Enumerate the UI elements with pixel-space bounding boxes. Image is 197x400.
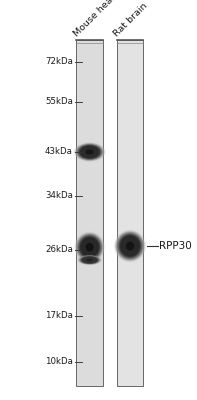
Ellipse shape bbox=[79, 256, 100, 264]
Ellipse shape bbox=[116, 232, 144, 260]
Ellipse shape bbox=[82, 257, 97, 263]
Text: 43kDa: 43kDa bbox=[45, 148, 73, 156]
Ellipse shape bbox=[85, 149, 94, 155]
Ellipse shape bbox=[77, 144, 102, 160]
Ellipse shape bbox=[75, 232, 104, 262]
Ellipse shape bbox=[80, 236, 99, 258]
Ellipse shape bbox=[86, 258, 93, 262]
Ellipse shape bbox=[115, 231, 145, 261]
Ellipse shape bbox=[80, 146, 100, 158]
Ellipse shape bbox=[74, 142, 105, 162]
Text: 10kDa: 10kDa bbox=[45, 358, 73, 366]
Ellipse shape bbox=[79, 145, 100, 159]
Ellipse shape bbox=[81, 256, 98, 264]
Ellipse shape bbox=[78, 235, 101, 260]
Ellipse shape bbox=[80, 146, 99, 158]
Ellipse shape bbox=[75, 143, 104, 161]
Ellipse shape bbox=[119, 234, 141, 258]
Ellipse shape bbox=[80, 237, 99, 258]
Ellipse shape bbox=[80, 237, 99, 257]
Text: 72kDa: 72kDa bbox=[45, 58, 73, 66]
Text: Rat brain: Rat brain bbox=[112, 1, 150, 38]
Ellipse shape bbox=[126, 242, 134, 250]
Bar bbox=[76, 40, 103, 386]
Text: 17kDa: 17kDa bbox=[45, 312, 73, 320]
Ellipse shape bbox=[76, 144, 103, 160]
Ellipse shape bbox=[79, 236, 101, 259]
Bar bbox=[117, 40, 143, 386]
Ellipse shape bbox=[76, 144, 103, 160]
Ellipse shape bbox=[118, 233, 142, 259]
Ellipse shape bbox=[115, 230, 145, 262]
Ellipse shape bbox=[79, 236, 100, 258]
Ellipse shape bbox=[117, 232, 143, 260]
Ellipse shape bbox=[114, 230, 146, 262]
Ellipse shape bbox=[78, 234, 102, 260]
Ellipse shape bbox=[116, 232, 144, 260]
Ellipse shape bbox=[74, 232, 105, 263]
Ellipse shape bbox=[114, 230, 146, 262]
Ellipse shape bbox=[77, 255, 102, 265]
Text: 55kDa: 55kDa bbox=[45, 98, 73, 106]
Ellipse shape bbox=[75, 143, 105, 161]
Ellipse shape bbox=[77, 234, 102, 260]
Text: 26kDa: 26kDa bbox=[45, 246, 73, 254]
Ellipse shape bbox=[78, 235, 101, 259]
Text: Mouse heart: Mouse heart bbox=[72, 0, 120, 38]
Ellipse shape bbox=[120, 235, 140, 257]
Ellipse shape bbox=[79, 145, 100, 159]
Ellipse shape bbox=[80, 256, 100, 264]
Ellipse shape bbox=[76, 233, 103, 261]
Ellipse shape bbox=[79, 236, 100, 258]
Ellipse shape bbox=[118, 234, 142, 258]
Ellipse shape bbox=[120, 236, 140, 256]
Text: 34kDa: 34kDa bbox=[45, 192, 73, 200]
Ellipse shape bbox=[80, 256, 99, 264]
Ellipse shape bbox=[78, 145, 101, 159]
Ellipse shape bbox=[86, 243, 94, 252]
Ellipse shape bbox=[118, 234, 142, 258]
Ellipse shape bbox=[73, 142, 106, 162]
Ellipse shape bbox=[75, 232, 104, 262]
Ellipse shape bbox=[81, 256, 98, 264]
Ellipse shape bbox=[117, 232, 143, 260]
Ellipse shape bbox=[79, 256, 100, 264]
Ellipse shape bbox=[77, 144, 102, 160]
Ellipse shape bbox=[78, 255, 101, 265]
Ellipse shape bbox=[77, 234, 102, 260]
Ellipse shape bbox=[76, 234, 103, 261]
Ellipse shape bbox=[75, 143, 104, 161]
Ellipse shape bbox=[119, 234, 141, 258]
Ellipse shape bbox=[78, 144, 102, 160]
Ellipse shape bbox=[75, 232, 105, 262]
Ellipse shape bbox=[80, 256, 99, 264]
Ellipse shape bbox=[78, 255, 101, 265]
Ellipse shape bbox=[117, 233, 143, 259]
Ellipse shape bbox=[76, 233, 103, 262]
Ellipse shape bbox=[78, 145, 101, 159]
Ellipse shape bbox=[74, 143, 105, 161]
Ellipse shape bbox=[82, 256, 98, 264]
Ellipse shape bbox=[77, 255, 102, 265]
Ellipse shape bbox=[78, 255, 101, 265]
Ellipse shape bbox=[76, 144, 103, 160]
Text: RPP30: RPP30 bbox=[159, 241, 192, 251]
Ellipse shape bbox=[80, 256, 99, 264]
Ellipse shape bbox=[120, 235, 140, 257]
Ellipse shape bbox=[115, 231, 145, 261]
Ellipse shape bbox=[79, 256, 100, 264]
Ellipse shape bbox=[81, 256, 98, 264]
